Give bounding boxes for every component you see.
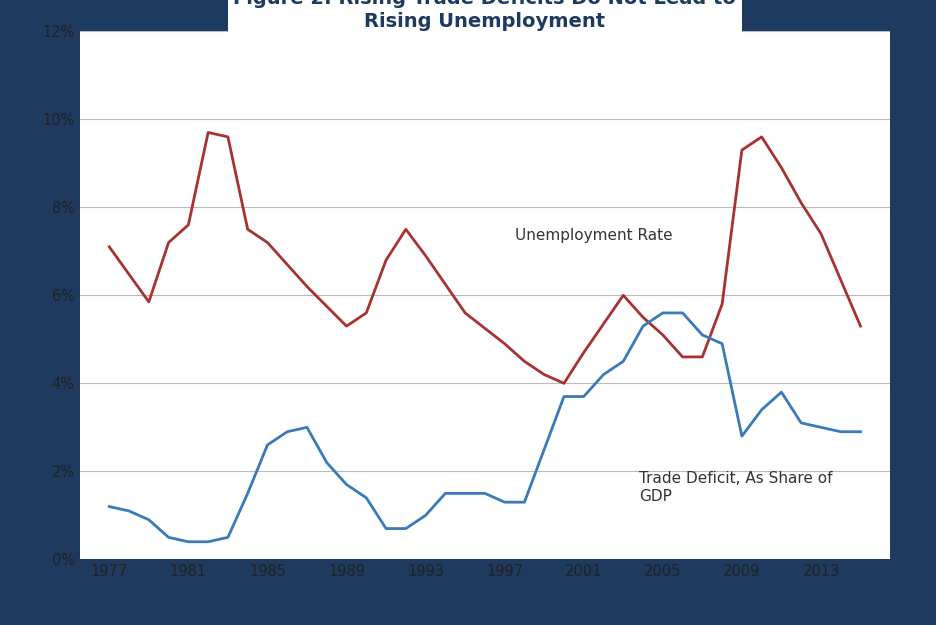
Text: Unemployment Rate: Unemployment Rate	[514, 228, 671, 243]
Text: Trade Deficit, As Share of
GDP: Trade Deficit, As Share of GDP	[638, 471, 832, 504]
Text: Figure 2: Rising Trade Deficits Do Not Lead to
Rising Unemployment: Figure 2: Rising Trade Deficits Do Not L…	[233, 0, 736, 31]
